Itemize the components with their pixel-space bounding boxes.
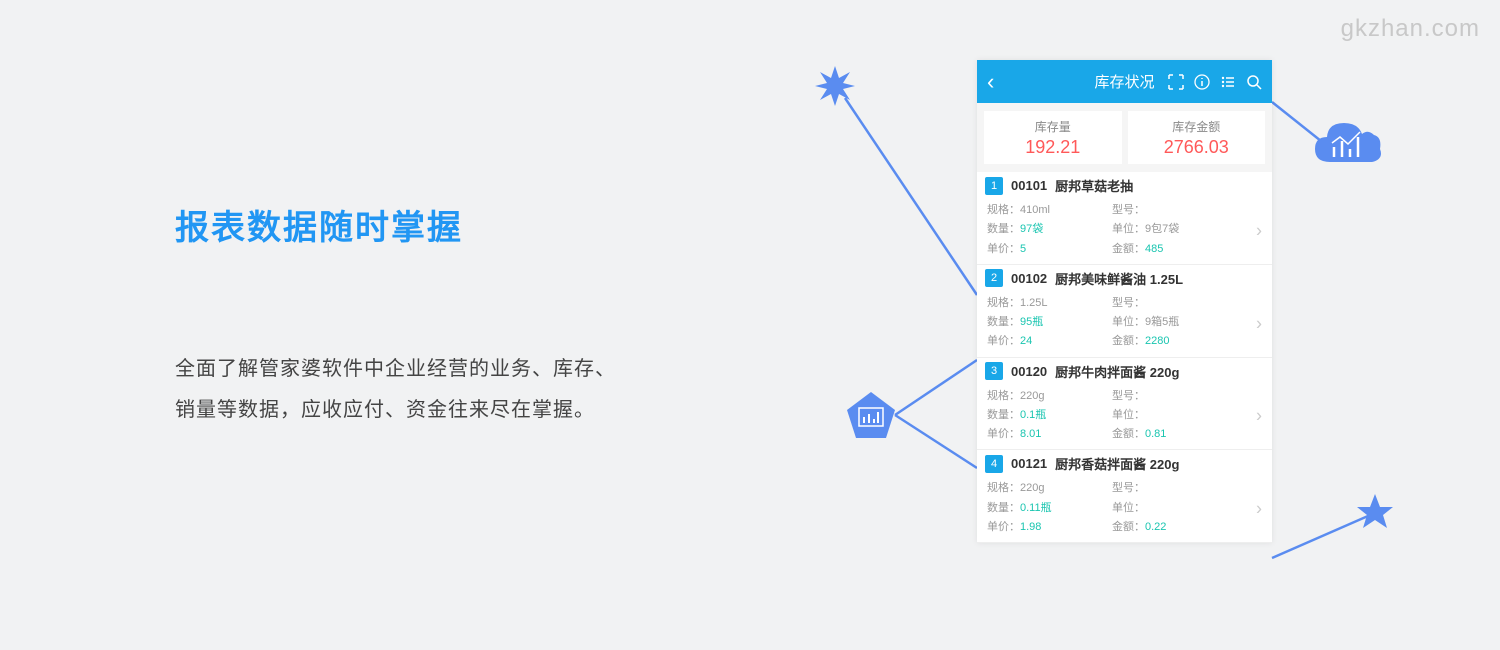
spec-field: 规格：1.25L <box>987 294 1112 313</box>
item-header: 3 00120 厨邦牛肉拌面酱 220g <box>977 358 1272 384</box>
item-index-badge: 3 <box>985 362 1003 380</box>
phone-mockup: ‹ 库存状况 库存量 192.21 库存金额 2766.03 1 00101 厨邦草… <box>977 60 1272 543</box>
summary-row: 库存量 192.21 库存金额 2766.03 <box>977 103 1272 172</box>
spec-field: 规格：220g <box>987 387 1112 406</box>
model-field: 型号： <box>1112 387 1262 406</box>
model-field: 型号： <box>1112 294 1262 313</box>
promo-text-block: 报表数据随时掌握 全面了解管家婆软件中企业经营的业务、库存、销量等数据，应收应付… <box>175 200 635 431</box>
item-code: 00102 <box>1011 271 1047 286</box>
item-name: 厨邦香菇拌面酱 220g <box>1055 454 1179 473</box>
back-button[interactable]: ‹ <box>987 69 994 95</box>
chevron-right-icon: › <box>1256 220 1262 241</box>
summary-amount: 库存金额 2766.03 <box>1128 111 1266 164</box>
inventory-item[interactable]: 4 00121 厨邦香菇拌面酱 220g 规格：220g型号：数量：0.11瓶单位：单… <box>977 450 1272 543</box>
price-field: 单价：5 <box>987 240 1112 259</box>
price-field: 单价：8.01 <box>987 425 1112 444</box>
watermark: gkzhan.com <box>1341 15 1480 43</box>
model-field: 型号： <box>1112 479 1262 498</box>
chevron-right-icon: › <box>1256 406 1262 427</box>
item-name: 厨邦草菇老抽 <box>1055 176 1133 195</box>
inventory-item[interactable]: 1 00101 厨邦草菇老抽规格：410ml型号：数量：97袋单位：9包7袋单价：5… <box>977 172 1272 265</box>
item-header: 1 00101 厨邦草菇老抽 <box>977 172 1272 198</box>
summary-qty-label: 库存量 <box>984 118 1122 135</box>
headline: 报表数据随时掌握 <box>175 200 635 249</box>
unit-field: 单位： <box>1112 499 1262 518</box>
header-actions <box>1168 74 1262 90</box>
unit-field: 单位：9箱5瓶 <box>1112 313 1262 332</box>
star-icon <box>1355 492 1395 532</box>
item-code: 00120 <box>1011 364 1047 379</box>
item-name: 厨邦牛肉拌面酱 220g <box>1055 362 1179 381</box>
model-field: 型号： <box>1112 201 1262 220</box>
burst-icon <box>815 66 855 106</box>
item-code: 00121 <box>1011 456 1047 471</box>
item-index-badge: 2 <box>985 269 1003 287</box>
item-index-badge: 4 <box>985 455 1003 473</box>
item-header: 4 00121 厨邦香菇拌面酱 220g <box>977 450 1272 476</box>
spec-field: 规格：220g <box>987 479 1112 498</box>
summary-qty-value: 192.21 <box>984 137 1122 158</box>
price-field: 单价：24 <box>987 332 1112 351</box>
qty-field: 数量：95瓶 <box>987 313 1112 332</box>
amount-field: 金额：0.22 <box>1112 518 1262 537</box>
body-text: 全面了解管家婆软件中企业经营的业务、库存、销量等数据，应收应付、资金往来尽在掌握… <box>175 349 635 431</box>
chevron-right-icon: › <box>1256 499 1262 520</box>
cloud-chart-badge <box>1312 117 1384 177</box>
qty-field: 数量：0.11瓶 <box>987 499 1112 518</box>
item-header: 2 00102 厨邦美味鲜酱油 1.25L <box>977 265 1272 291</box>
app-header: ‹ 库存状况 <box>977 60 1272 103</box>
scan-icon[interactable] <box>1168 74 1184 90</box>
inventory-item[interactable]: 3 00120 厨邦牛肉拌面酱 220g 规格：220g型号：数量：0.1瓶单位：单价… <box>977 358 1272 451</box>
page-title: 库存状况 <box>1094 71 1154 92</box>
amount-field: 金额：0.81 <box>1112 425 1262 444</box>
item-body: 规格：220g型号：数量：0.11瓶单位：单价：1.98金额：0.22› <box>977 476 1272 542</box>
summary-amount-value: 2766.03 <box>1128 137 1266 158</box>
inventory-item[interactable]: 2 00102 厨邦美味鲜酱油 1.25L 规格：1.25L型号：数量：95瓶单位：9… <box>977 265 1272 358</box>
item-index-badge: 1 <box>985 177 1003 195</box>
info-icon[interactable] <box>1194 74 1210 90</box>
summary-qty: 库存量 192.21 <box>984 111 1122 164</box>
item-body: 规格：220g型号：数量：0.1瓶单位：单价：8.01金额：0.81› <box>977 384 1272 450</box>
item-name: 厨邦美味鲜酱油 1.25L <box>1055 269 1183 288</box>
amount-field: 金额：485 <box>1112 240 1262 259</box>
unit-field: 单位： <box>1112 406 1262 425</box>
qty-field: 数量：0.1瓶 <box>987 406 1112 425</box>
inventory-list: 100101厨邦草菇老抽规格：410ml型号：数量：97袋单位：9包7袋单价：5… <box>977 172 1272 543</box>
qty-field: 数量：97袋 <box>987 220 1112 239</box>
item-body: 规格：410ml型号：数量：97袋单位：9包7袋单价：5金额：485› <box>977 198 1272 264</box>
search-icon[interactable] <box>1246 74 1262 90</box>
amount-field: 金额：2280 <box>1112 332 1262 351</box>
chevron-right-icon: › <box>1256 313 1262 334</box>
pentagon-badge <box>845 390 897 442</box>
unit-field: 单位：9包7袋 <box>1112 220 1262 239</box>
spec-field: 规格：410ml <box>987 201 1112 220</box>
list-icon[interactable] <box>1220 74 1236 90</box>
summary-amount-label: 库存金额 <box>1128 118 1266 135</box>
price-field: 单价：1.98 <box>987 518 1112 537</box>
item-body: 规格：1.25L型号：数量：95瓶单位：9箱5瓶单价：24金额：2280› <box>977 291 1272 357</box>
item-code: 00101 <box>1011 178 1047 193</box>
